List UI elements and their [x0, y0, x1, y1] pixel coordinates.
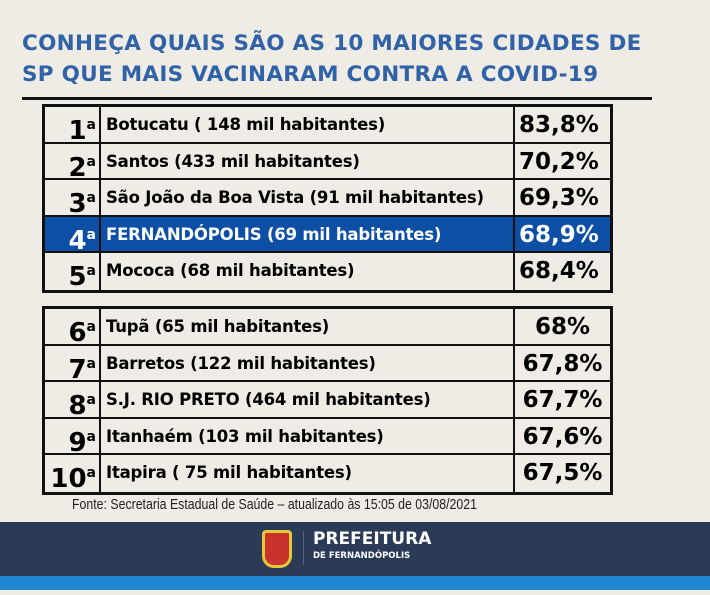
city: São João da Boa Vista (91 mil habitantes…	[106, 188, 484, 207]
city: Botucatu ( 148 mil habitantes)	[106, 115, 386, 134]
title-line-1: CONHEÇA QUAIS SÃO AS 10 MAIORES CIDADES …	[22, 31, 642, 56]
city: Santos (433 mil habitantes)	[106, 151, 360, 171]
rank: 10a	[45, 455, 101, 494]
rank: 7a	[45, 345, 101, 385]
table-row: 9a Itanhaém (103 mil habitantes) 67,6%	[45, 418, 610, 458]
rank: 3a	[45, 180, 101, 219]
rank: 4a	[45, 216, 101, 256]
table-row-highlighted: 4a FERNANDÓPOLIS (69 mil habitantes) 68,9%	[45, 216, 610, 256]
percentage: 70,2%	[513, 143, 610, 178]
percentage: 68,4%	[513, 253, 610, 290]
percentage: 67,8%	[513, 345, 610, 380]
table-row: 1a Botucatu ( 148 mil habitantes) 83,8%	[45, 107, 610, 146]
rank: 1a	[45, 107, 101, 146]
city: Itanhaém (103 mil habitantes)	[106, 426, 384, 446]
table-row: 5a Mococa (68 mil habitantes) 68,4%	[45, 253, 610, 292]
percentage: 67,5%	[513, 455, 610, 492]
source-note: Fonte: Secretaria Estadual de Saúde – at…	[72, 497, 477, 513]
table-row: 7a Barretos (122 mil habitantes) 67,8%	[45, 345, 610, 385]
percentage: 67,7%	[513, 382, 610, 417]
city: Tupã (65 mil habitantes)	[106, 317, 330, 336]
rank: 9a	[45, 418, 101, 458]
city: S.J. RIO PRETO (464 mil habitantes)	[106, 390, 431, 409]
ranking-table-top5: 1a Botucatu ( 148 mil habitantes) 83,8% 2a…	[42, 104, 613, 293]
footer-strip	[0, 576, 710, 590]
footer-divider	[303, 531, 304, 565]
table-row: 10a Itapira ( 75 mil habitantes) 67,5%	[45, 455, 610, 494]
table-row: 6a Tupã (65 mil habitantes) 68%	[45, 309, 610, 348]
ranking-table-6-10: 6a Tupã (65 mil habitantes) 68% 7a Barretos…	[42, 306, 613, 495]
city: Itapira ( 75 mil habitantes)	[106, 463, 352, 482]
page-title: CONHEÇA QUAIS SÃO AS 10 MAIORES CIDADES …	[22, 28, 702, 90]
rank: 6a	[45, 309, 101, 348]
rank: 5a	[45, 253, 101, 292]
city: Mococa (68 mil habitantes)	[106, 261, 355, 280]
rank: 8a	[45, 382, 101, 421]
city-crest-icon	[262, 530, 292, 568]
footer-bar	[0, 522, 710, 576]
table-row: 8a S.J. RIO PRETO (464 mil habitantes) 67,…	[45, 382, 610, 421]
percentage: 68,9%	[513, 216, 610, 251]
table-row: 3a São João da Boa Vista (91 mil habitant…	[45, 180, 610, 219]
city: Barretos (122 mil habitantes)	[106, 353, 376, 373]
title-divider	[22, 97, 652, 100]
title-line-2: SP QUE MAIS VACINARAM CONTRA A COVID-19	[22, 62, 599, 87]
city: FERNANDÓPOLIS (69 mil habitantes)	[106, 224, 442, 244]
percentage: 67,6%	[513, 418, 610, 453]
percentage: 69,3%	[513, 180, 610, 215]
percentage: 68%	[513, 309, 610, 344]
footer-brand-sub: DE FERNANDÓPOLIS	[313, 551, 411, 561]
footer-brand: PREFEITURA	[313, 529, 432, 549]
rank: 2a	[45, 143, 101, 183]
percentage: 83,8%	[513, 107, 610, 142]
table-row: 2a Santos (433 mil habitantes) 70,2%	[45, 143, 610, 183]
